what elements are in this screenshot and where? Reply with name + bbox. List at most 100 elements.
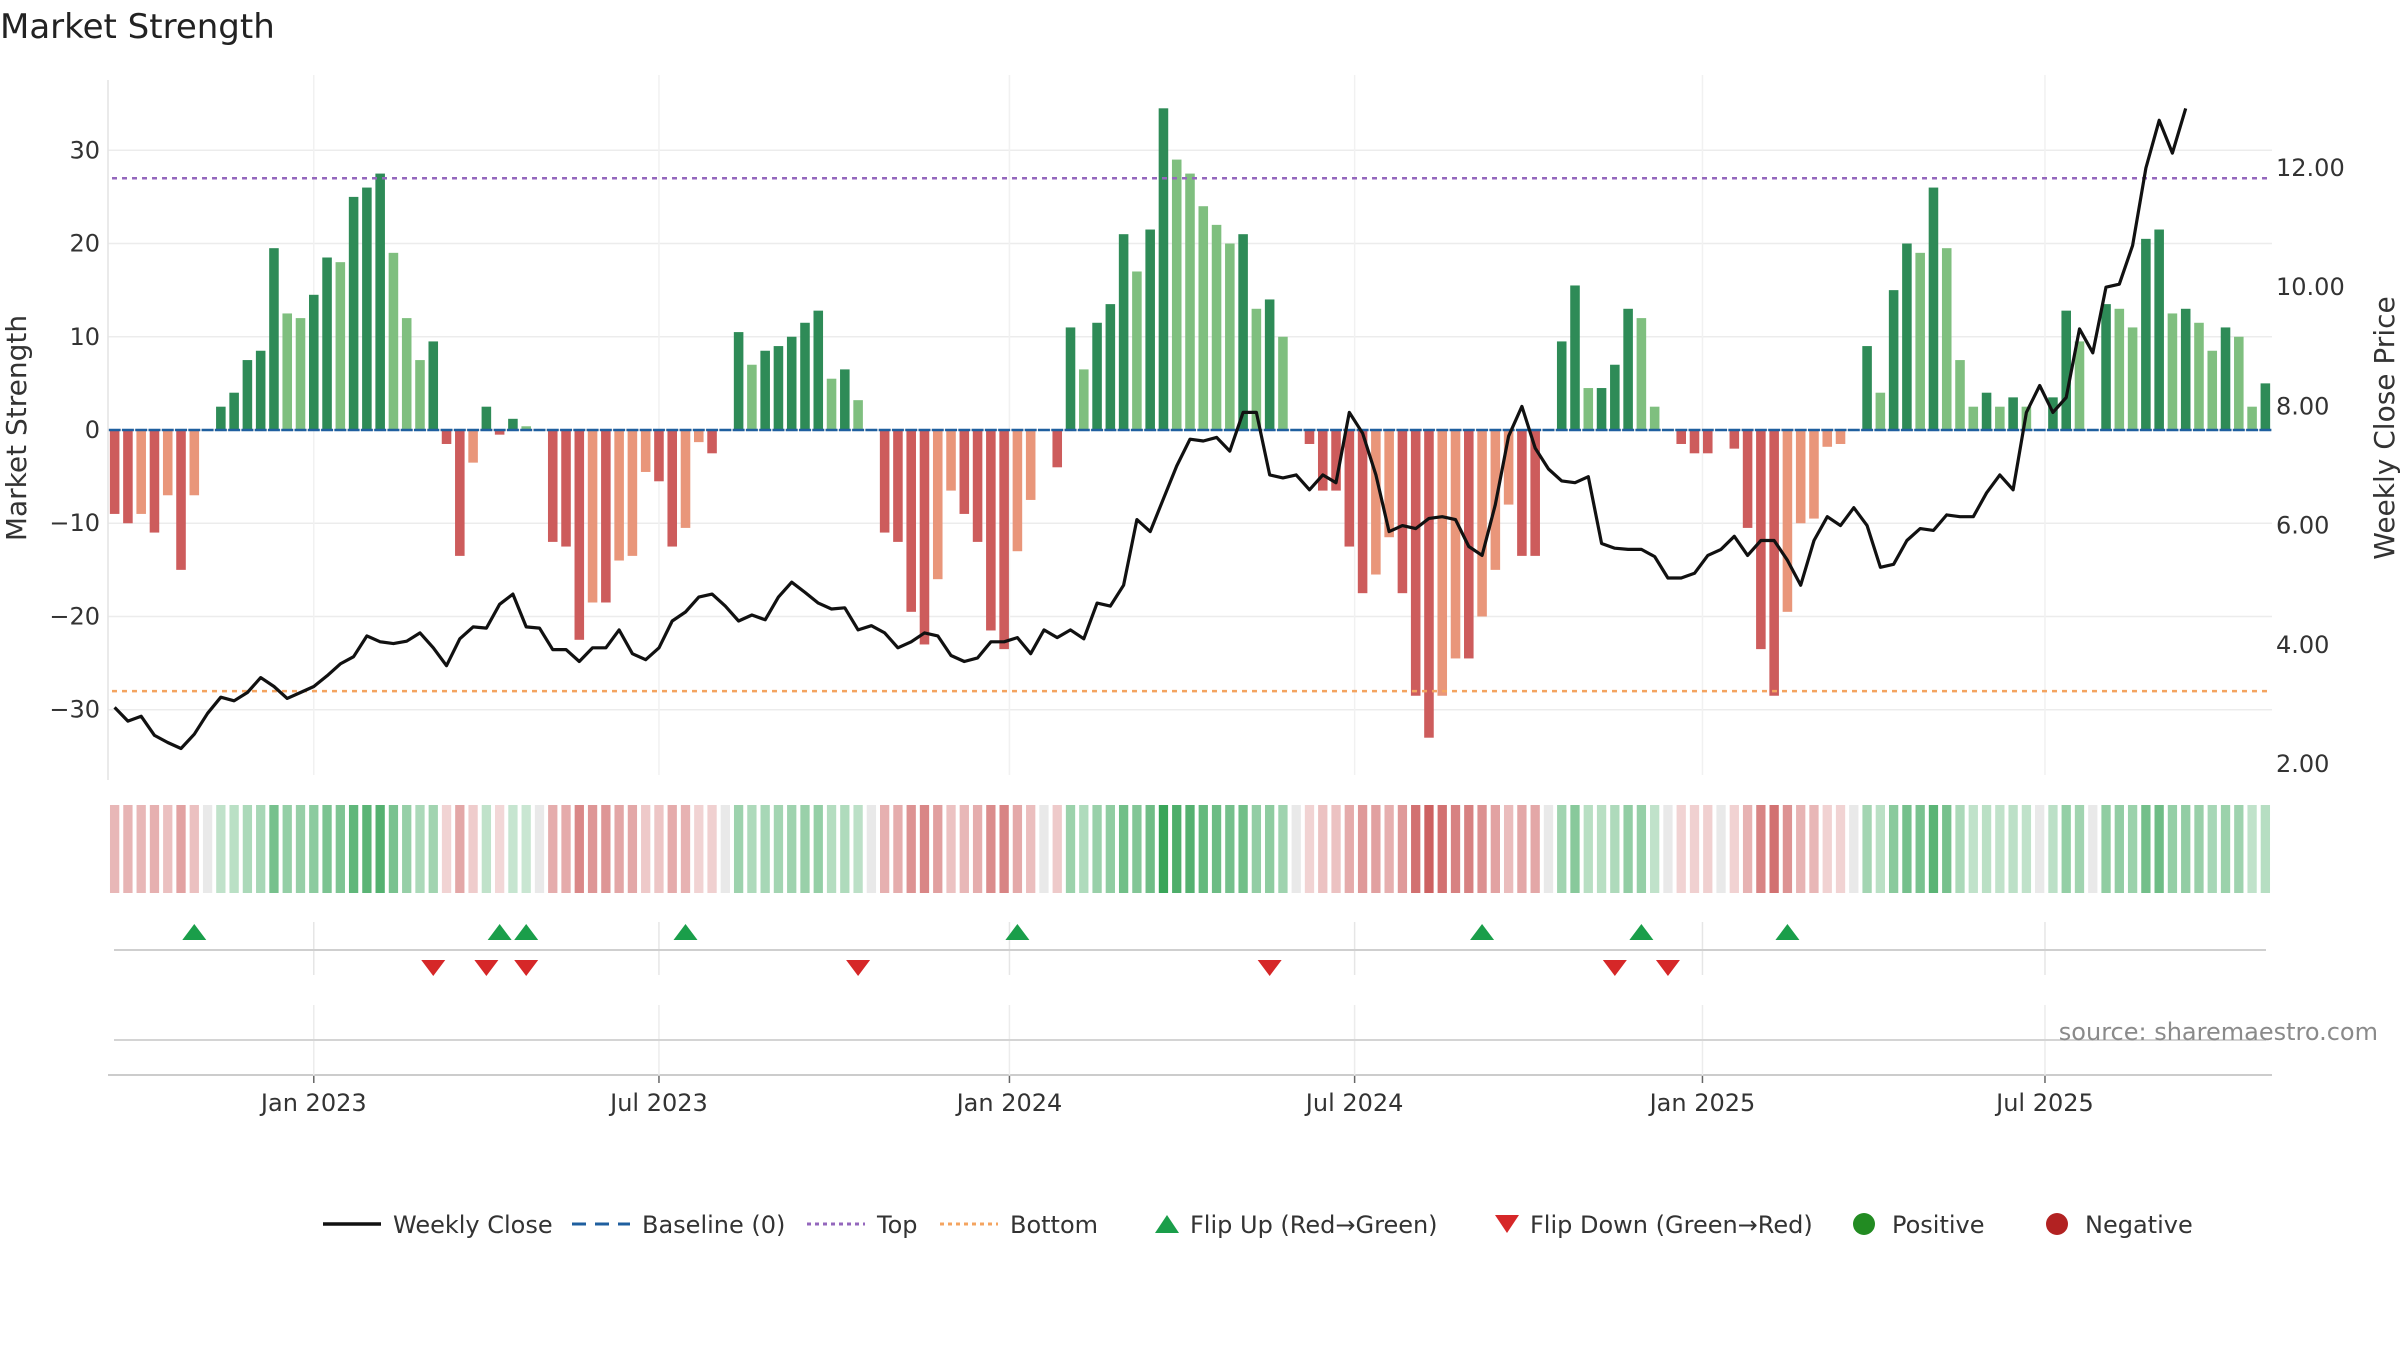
heat-cell bbox=[1570, 805, 1580, 893]
x-tick-label: Jul 2025 bbox=[1994, 1089, 2094, 1117]
heat-cell bbox=[1092, 805, 1102, 893]
strength-bar bbox=[800, 322, 810, 430]
strength-bar bbox=[2127, 327, 2138, 430]
strength-bar bbox=[1251, 308, 1262, 430]
heat-cell bbox=[1981, 805, 1992, 893]
heat-cell bbox=[1185, 805, 1195, 893]
heat-cell bbox=[322, 805, 332, 893]
y-right-tick-label: 4.00 bbox=[2276, 631, 2329, 659]
strength-bar bbox=[1649, 406, 1660, 430]
strength-bar bbox=[654, 430, 664, 482]
heat-cell bbox=[2101, 805, 2111, 893]
strength-bar bbox=[733, 332, 744, 430]
strength-bar bbox=[1981, 392, 1992, 430]
heat-cell bbox=[2048, 805, 2058, 893]
flip-up-marker bbox=[673, 924, 698, 940]
weekly-close-line bbox=[113, 107, 2188, 751]
strength-bar bbox=[1198, 206, 1209, 430]
heat-cell bbox=[202, 805, 213, 893]
heat-cell bbox=[335, 805, 345, 893]
flip-up-marker bbox=[1775, 924, 1800, 940]
strength-bar bbox=[1702, 430, 1713, 454]
heat-cell bbox=[574, 805, 584, 893]
strength-bar bbox=[1888, 290, 1899, 430]
strength-bar bbox=[1902, 243, 1912, 430]
strength-bar bbox=[627, 430, 638, 556]
strength-bar bbox=[2114, 308, 2125, 430]
heat-cell bbox=[800, 805, 810, 893]
x-tick-label: Jan 2023 bbox=[259, 1089, 367, 1117]
heat-cell bbox=[2021, 805, 2032, 893]
flip-down-marker bbox=[514, 960, 539, 976]
strength-bar bbox=[2167, 313, 2178, 430]
y-left-tick-label: −10 bbox=[49, 509, 100, 537]
heat-cell bbox=[1318, 805, 1328, 893]
strength-bar bbox=[1171, 159, 1182, 430]
strength-bar bbox=[1530, 430, 1540, 556]
strength-bar bbox=[229, 392, 239, 430]
price-line-layer bbox=[113, 107, 2188, 751]
heat-cell bbox=[415, 805, 425, 893]
strength-bar bbox=[1875, 392, 1886, 430]
heat-cell bbox=[136, 805, 146, 893]
flip-down-marker bbox=[474, 960, 499, 976]
heat-cell bbox=[269, 805, 279, 893]
heat-cell bbox=[747, 805, 757, 893]
heat-cell bbox=[1849, 805, 1859, 893]
heat-cell bbox=[348, 805, 359, 893]
strength-bar bbox=[1052, 430, 1063, 468]
legend-label: Flip Down (Green→Red) bbox=[1530, 1211, 1813, 1239]
legend-item: Positive bbox=[1853, 1211, 1985, 1239]
heat-cell bbox=[1875, 805, 1886, 893]
heat-cell bbox=[1211, 805, 1222, 893]
heat-cell bbox=[2141, 805, 2151, 893]
strength-bar bbox=[375, 173, 385, 430]
y-right-tick-label: 6.00 bbox=[2276, 512, 2329, 540]
heat-cell bbox=[1782, 805, 1793, 893]
strength-bar bbox=[694, 430, 704, 443]
flip-up-marker bbox=[1470, 924, 1495, 940]
heat-cell bbox=[959, 805, 969, 893]
strength-bar bbox=[2141, 238, 2151, 430]
heat-cell bbox=[1729, 805, 1739, 893]
strength-bar bbox=[2194, 322, 2204, 430]
strength-bar bbox=[1955, 360, 1965, 430]
heat-cell bbox=[1915, 805, 1925, 893]
heat-cell bbox=[295, 805, 306, 893]
strength-bar bbox=[335, 262, 346, 430]
strength-bar bbox=[667, 430, 678, 547]
strength-bar bbox=[162, 430, 173, 496]
strength-bar bbox=[999, 430, 1009, 650]
strength-bar bbox=[415, 360, 425, 430]
heat-cell bbox=[1145, 805, 1155, 893]
strength-bar bbox=[1769, 430, 1779, 696]
strength-bar bbox=[1477, 430, 1487, 617]
x-tick-label: Jul 2024 bbox=[1304, 1089, 1404, 1117]
y-right-tick-label: 2.00 bbox=[2276, 750, 2329, 778]
heat-cell bbox=[587, 805, 598, 893]
strength-bar bbox=[1331, 430, 1341, 491]
strength-bar bbox=[1238, 234, 1248, 430]
heat-cell bbox=[561, 805, 571, 893]
flip-down-marker bbox=[846, 960, 871, 976]
strength-bar bbox=[1278, 336, 1288, 430]
flip-up-marker bbox=[487, 924, 512, 940]
strength-bar bbox=[2207, 350, 2218, 430]
heat-cell bbox=[1012, 805, 1023, 893]
heat-cell bbox=[1636, 805, 1647, 893]
flip-up-marker bbox=[514, 924, 539, 940]
heat-cell bbox=[601, 805, 611, 893]
heat-cell bbox=[309, 805, 319, 893]
heat-cell bbox=[906, 805, 916, 893]
heat-cell bbox=[1371, 805, 1381, 893]
strength-bar bbox=[614, 430, 624, 561]
strength-bar bbox=[1636, 318, 1647, 430]
strength-bar bbox=[747, 364, 757, 430]
heat-cell bbox=[1450, 805, 1461, 893]
strength-bar bbox=[176, 430, 186, 570]
strength-bar bbox=[840, 369, 850, 430]
heat-cell bbox=[1796, 805, 1806, 893]
heat-cell bbox=[163, 805, 173, 893]
strength-bar bbox=[813, 310, 824, 430]
